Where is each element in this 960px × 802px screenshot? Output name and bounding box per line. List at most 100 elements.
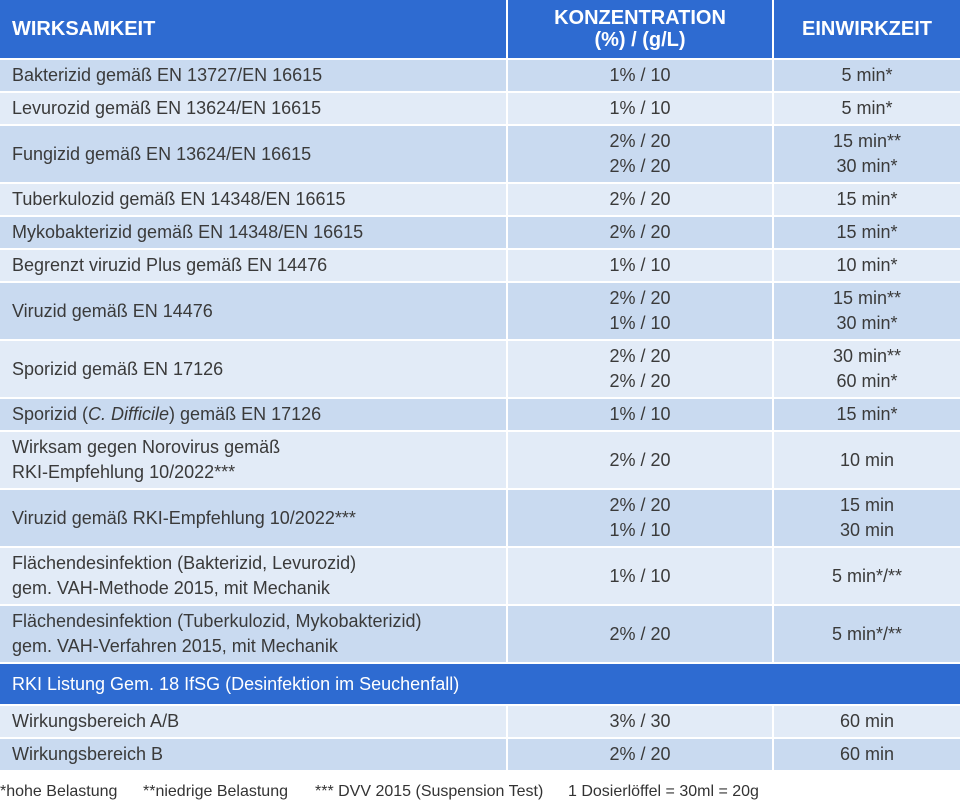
concentration-value: 2% / 20	[609, 623, 671, 644]
concentration-value: 1% / 10	[609, 65, 671, 85]
efficacy-label-prefix: Sporizid (	[12, 404, 89, 424]
efficacy-label: Viruzid gemäß RKI-Empfehlung 10/2022***	[12, 507, 356, 528]
contact-time-cell: 60 min	[774, 706, 960, 737]
header-efficacy-label: WIRKSAMKEIT	[12, 18, 156, 40]
contact-time-value: 5 min*	[841, 65, 893, 85]
concentration-value: 1% / 10	[609, 255, 671, 275]
section-header: RKI Listung Gem. 18 IfSG (Desinfektion i…	[0, 664, 960, 704]
contact-time-value: 10 min	[839, 449, 895, 470]
table-row: Wirksam gegen Norovirus gemäß RKI-Empfeh…	[0, 432, 960, 488]
efficacy-cell: Wirkungsbereich A/B	[0, 706, 506, 737]
contact-time-cell: 30 min** 60 min*	[774, 341, 960, 397]
concentration-value: 2% / 20	[609, 371, 671, 391]
efficacy-cell: Flächendesinfektion (Tuberkulozid, Mykob…	[0, 606, 506, 662]
contact-time-value: 30 min**	[832, 346, 902, 366]
table-row: Wirkungsbereich B 2% / 20 60 min	[0, 739, 960, 770]
efficacy-label: Fungizid gemäß EN 13624/EN 16615	[12, 143, 312, 164]
table-row: Viruzid gemäß RKI-Empfehlung 10/2022*** …	[0, 490, 960, 546]
contact-time-cell: 60 min	[774, 739, 960, 770]
contact-time-value: 30 min*	[836, 313, 898, 333]
contact-time-value: 15 min**	[832, 288, 902, 308]
header-efficacy: WIRKSAMKEIT	[0, 0, 506, 58]
efficacy-label: Sporizid gemäß EN 17126	[12, 358, 224, 379]
concentration-value: 3% / 30	[609, 711, 671, 731]
contact-time-value: 15 min**	[832, 131, 902, 151]
efficacy-cell: Fungizid gemäß EN 13624/EN 16615	[0, 126, 506, 182]
efficacy-cell: Wirkungsbereich B	[0, 739, 506, 770]
concentration-cell: 3% / 30	[508, 706, 772, 737]
concentration-cell: 2% / 20	[508, 217, 772, 248]
contact-time-value: 5 min*/**	[831, 623, 903, 644]
efficacy-cell: Viruzid gemäß EN 14476	[0, 283, 506, 339]
concentration-value: 2% / 20	[609, 131, 671, 151]
contact-time-value: 10 min*	[836, 255, 898, 275]
table-row: Fungizid gemäß EN 13624/EN 16615 2% / 20…	[0, 126, 960, 182]
concentration-cell: 2% / 20 1% / 10	[508, 490, 772, 546]
concentration-value: 2% / 20	[609, 495, 671, 515]
footnote-dosing-spoon: 1 Dosierlöffel = 30ml = 20g	[568, 783, 759, 800]
efficacy-cell: Mykobakterizid gemäß EN 14348/EN 16615	[0, 217, 506, 248]
table-row: Sporizid (C. Difficile) gemäß EN 17126 1…	[0, 399, 960, 430]
efficacy-cell: Tuberkulozid gemäß EN 14348/EN 16615	[0, 184, 506, 215]
concentration-value: 2% / 20	[609, 189, 671, 209]
concentration-value: 2% / 20	[609, 222, 671, 242]
efficacy-label: Wirkungsbereich B	[12, 744, 164, 764]
contact-time-cell: 15 min** 30 min*	[774, 126, 960, 182]
table-row: Sporizid gemäß EN 17126 2% / 20 2% / 20 …	[0, 341, 960, 397]
efficacy-label-species: C. Difficile	[88, 404, 170, 424]
contact-time-value: 30 min	[839, 520, 895, 540]
efficacy-cell: Flächendesinfektion (Bakterizid, Levuroz…	[0, 548, 506, 604]
contact-time-value: 30 min*	[836, 156, 898, 176]
footnote-low-load: **niedrige Belastung	[143, 783, 288, 800]
efficacy-label: RKI-Empfehlung 10/2022***	[12, 462, 236, 482]
efficacy-cell: Levurozid gemäß EN 13624/EN 16615	[0, 93, 506, 124]
concentration-cell: 2% / 20	[508, 606, 772, 662]
efficacy-cell: Bakterizid gemäß EN 13727/EN 16615	[0, 60, 506, 91]
concentration-cell: 1% / 10	[508, 60, 772, 91]
table-row: Flächendesinfektion (Tuberkulozid, Mykob…	[0, 606, 960, 662]
contact-time-cell: 15 min*	[774, 184, 960, 215]
contact-time-cell: 5 min*	[774, 60, 960, 91]
contact-time-value: 60 min*	[836, 371, 898, 391]
concentration-cell: 2% / 20 2% / 20	[508, 126, 772, 182]
contact-time-cell: 5 min*/**	[774, 606, 960, 662]
efficacy-cell: Viruzid gemäß RKI-Empfehlung 10/2022***	[0, 490, 506, 546]
efficacy-label: Mykobakterizid gemäß EN 14348/EN 16615	[12, 222, 364, 242]
concentration-value: 2% / 20	[609, 346, 671, 366]
table-row: Bakterizid gemäß EN 13727/EN 16615 1% / …	[0, 60, 960, 91]
table-row: Mykobakterizid gemäß EN 14348/EN 16615 2…	[0, 217, 960, 248]
concentration-cell: 1% / 10	[508, 93, 772, 124]
contact-time-cell: 15 min** 30 min*	[774, 283, 960, 339]
contact-time-value: 15 min*	[836, 222, 898, 242]
concentration-value: 2% / 20	[609, 156, 671, 176]
table-row: Viruzid gemäß EN 14476 2% / 20 1% / 10 1…	[0, 283, 960, 339]
concentration-value: 1% / 10	[609, 98, 671, 118]
efficacy-label: gem. VAH-Methode 2015, mit Mechanik	[12, 578, 330, 598]
table-row: Flächendesinfektion (Bakterizid, Levuroz…	[0, 548, 960, 604]
concentration-cell: 2% / 20 2% / 20	[508, 341, 772, 397]
contact-time-cell: 10 min	[774, 432, 960, 488]
concentration-cell: 1% / 10	[508, 548, 772, 604]
efficacy-label: Wirksam gegen Norovirus gemäß	[12, 437, 281, 457]
header-concentration-unit: (%) / (g/L)	[594, 29, 686, 51]
concentration-cell: 2% / 20	[508, 432, 772, 488]
table-row: Begrenzt viruzid Plus gemäß EN 14476 1% …	[0, 250, 960, 281]
concentration-cell: 2% / 20	[508, 184, 772, 215]
table-row: Levurozid gemäß EN 13624/EN 16615 1% / 1…	[0, 93, 960, 124]
contact-time-cell: 15 min*	[774, 399, 960, 430]
header-contact-time-label: EINWIRKZEIT	[802, 18, 932, 40]
efficacy-label: Tuberkulozid gemäß EN 14348/EN 16615	[12, 189, 346, 209]
footnote-high-load: *hohe Belastung	[0, 783, 118, 800]
table-row: Tuberkulozid gemäß EN 14348/EN 16615 2% …	[0, 184, 960, 215]
efficacy-label: Flächendesinfektion (Bakterizid, Levuroz…	[12, 553, 357, 573]
efficacy-label: Viruzid gemäß EN 14476	[12, 300, 213, 321]
efficacy-label: Bakterizid gemäß EN 13727/EN 16615	[12, 65, 323, 85]
footnote-dvv: *** DVV 2015 (Suspension Test)	[315, 783, 544, 800]
efficacy-label-suffix: ) gemäß EN 17126	[169, 404, 322, 424]
contact-time-cell: 10 min*	[774, 250, 960, 281]
efficacy-table: WIRKSAMKEIT KONZENTRATION (%) / (g/L) EI…	[0, 0, 960, 770]
efficacy-cell: Sporizid (C. Difficile) gemäß EN 17126	[0, 399, 506, 430]
contact-time-cell: 15 min*	[774, 217, 960, 248]
concentration-cell: 2% / 20 1% / 10	[508, 283, 772, 339]
table-header: WIRKSAMKEIT KONZENTRATION (%) / (g/L) EI…	[0, 0, 960, 58]
